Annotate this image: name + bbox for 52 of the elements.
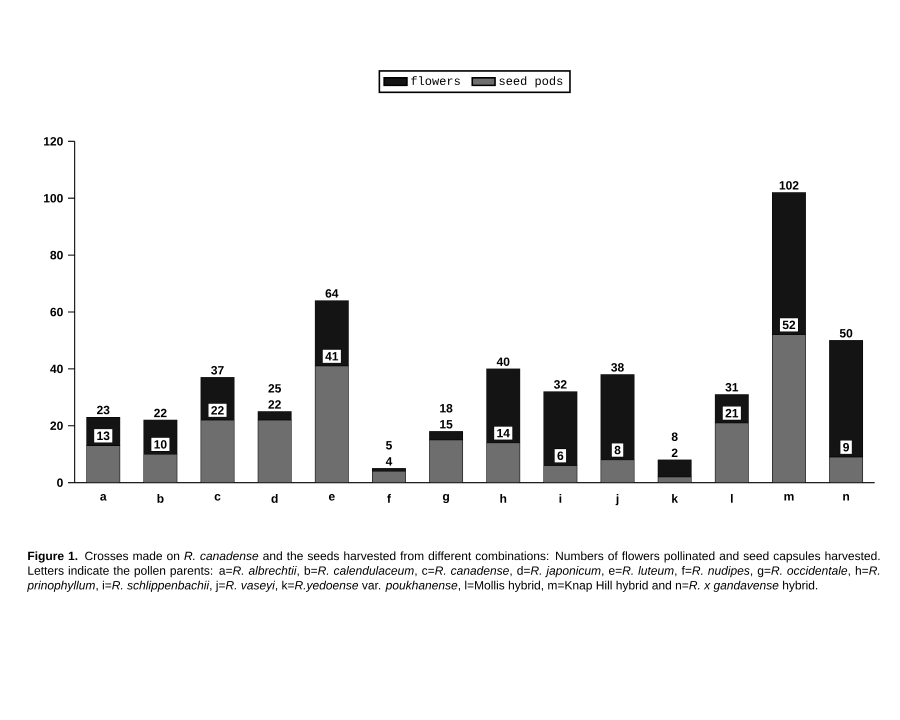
total-label: 23 bbox=[96, 406, 110, 414]
y-tick-label: 80 bbox=[50, 250, 63, 260]
x-tick-label: a bbox=[100, 494, 107, 501]
x-tick-label: e bbox=[328, 494, 335, 501]
total-label: 64 bbox=[326, 289, 338, 298]
y-tick-label: 0 bbox=[57, 478, 63, 487]
data-label: 9 bbox=[843, 442, 849, 452]
data-label: 14 bbox=[497, 428, 510, 438]
x-tick-label: i bbox=[560, 494, 562, 503]
data-label: 8 bbox=[614, 446, 621, 454]
x-tick-label: f bbox=[387, 494, 391, 503]
x-tick-label: c bbox=[214, 494, 221, 501]
total-label: 38 bbox=[611, 363, 624, 372]
data-label: 4 bbox=[386, 457, 392, 466]
y-tick-label: 100 bbox=[44, 194, 63, 202]
total-label: 8 bbox=[672, 432, 678, 441]
total-label: 40 bbox=[496, 357, 510, 366]
data-label: 52 bbox=[782, 320, 796, 330]
total-label: 5 bbox=[386, 441, 392, 450]
total-label: 102 bbox=[780, 181, 798, 190]
text: Figure 1. Crosses made on R. canadense and the seeds harvested from different combinations: Numbers of flowers pollinated and seed capsules harvested. Letters indicate the pollen parents: a=R. albrechtii, b=R. calendulaceum, c=R. canadense, d=R. japonicum, e=R. luteum, f=R. nudipes, g=R. occidentale, h=R. prinophyllum, i=R. schlippenbachii, j=R. vaseyi, k=R.yedoense var. poukhanense, l=Mollis hybrid, m=Knap Hill hybrid and n=R. x gandavense hybrid. bbox=[27, 551, 880, 592]
total-label: 25 bbox=[268, 384, 282, 393]
total-label: 31 bbox=[725, 383, 738, 392]
total-label: 37 bbox=[211, 366, 224, 374]
x-tick-label: l bbox=[730, 494, 733, 503]
x-tick-label: n bbox=[843, 494, 850, 500]
y-tick-label: 120 bbox=[44, 137, 63, 146]
x-tick-label: k bbox=[672, 494, 678, 503]
total-label: 18 bbox=[440, 404, 452, 413]
data-label: 22 bbox=[211, 406, 224, 414]
y-tick-label: 60 bbox=[50, 308, 63, 316]
data-label: 41 bbox=[325, 352, 338, 360]
x-tick-label: h bbox=[500, 494, 506, 503]
data-label: 13 bbox=[97, 432, 110, 440]
total-label: 50 bbox=[840, 328, 852, 338]
x-tick-label: j bbox=[616, 494, 618, 506]
legend-label: seed pods bbox=[499, 76, 562, 88]
data-label: 15 bbox=[440, 420, 452, 429]
data-label: 6 bbox=[557, 451, 564, 460]
data-label: 22 bbox=[268, 400, 281, 409]
x-tick-label: d bbox=[272, 494, 278, 503]
data-label: 10 bbox=[154, 440, 167, 449]
x-tick-label: m bbox=[784, 494, 794, 500]
data-label: 2 bbox=[672, 448, 678, 457]
y-tick-label: 20 bbox=[50, 422, 63, 430]
total-label: 32 bbox=[554, 380, 567, 389]
total-label: 22 bbox=[154, 408, 167, 418]
x-tick-label: b bbox=[158, 494, 164, 503]
legend-label: flowers bbox=[411, 76, 460, 86]
data-label: 21 bbox=[726, 408, 738, 418]
x-tick-label: g bbox=[442, 494, 449, 504]
y-tick-label: 40 bbox=[50, 364, 63, 374]
